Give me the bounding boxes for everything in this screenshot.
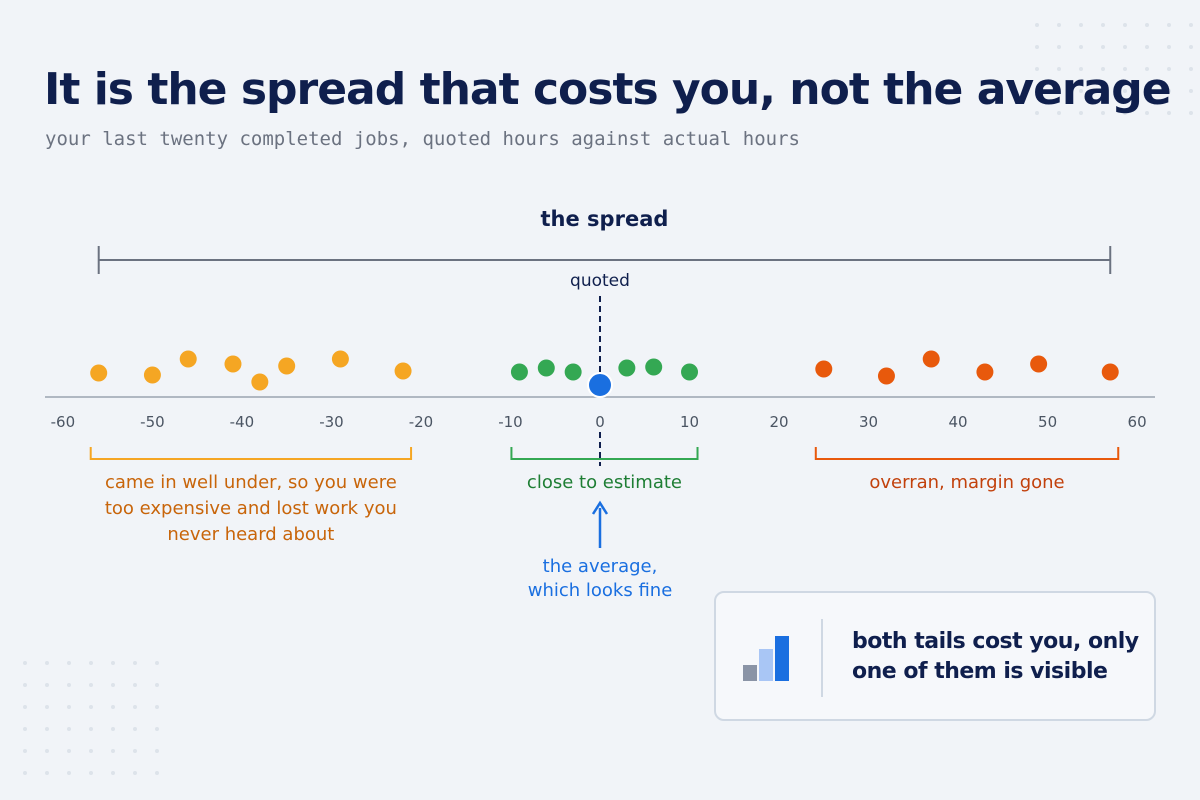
x-tick-label: -60 xyxy=(51,413,76,431)
x-tick-label: 0 xyxy=(595,413,605,431)
callout-text: both tails cost you, only one of them is… xyxy=(852,629,1139,684)
data-point xyxy=(877,367,895,385)
data-point xyxy=(510,363,528,381)
data-point xyxy=(179,350,197,368)
x-tick-label: -50 xyxy=(140,413,165,431)
data-point xyxy=(1101,363,1119,381)
x-tick-label: 50 xyxy=(1038,413,1057,431)
arrow-head xyxy=(591,500,609,515)
x-tick-label: -20 xyxy=(409,413,434,431)
data-point xyxy=(537,359,555,377)
group-label: close to estimate xyxy=(526,472,683,493)
data-point xyxy=(143,366,161,384)
data-point xyxy=(278,357,296,375)
x-tick-label: 30 xyxy=(859,413,878,431)
x-tick-label: -30 xyxy=(319,413,344,431)
x-tick-label: 10 xyxy=(680,413,699,431)
data-point xyxy=(976,363,994,381)
average-point xyxy=(587,372,613,398)
x-tick-label: -10 xyxy=(498,413,523,431)
data-point xyxy=(618,359,636,377)
data-point xyxy=(815,360,833,378)
x-tick-label: 20 xyxy=(769,413,788,431)
data-point xyxy=(331,350,349,368)
x-tick-label: 60 xyxy=(1128,413,1147,431)
spread-label: the spread xyxy=(541,207,669,231)
dot-grid xyxy=(10,652,160,792)
average-label: the average, which looks fine xyxy=(527,556,673,601)
x-tick-label: 40 xyxy=(949,413,968,431)
group-bracket xyxy=(510,447,699,460)
group-label: overran, margin gone xyxy=(869,472,1065,493)
group-bracket xyxy=(89,447,413,460)
callout-icon xyxy=(743,619,823,697)
data-point xyxy=(90,364,108,382)
group-bracket xyxy=(814,447,1120,460)
data-point xyxy=(224,355,242,373)
title: It is the spread that costs you, not the… xyxy=(44,64,1172,115)
subtitle: your last twenty completed jobs, quoted … xyxy=(45,128,800,150)
group-label: came in well under, so you were too expe… xyxy=(104,472,397,545)
dot-grid xyxy=(1030,8,1200,128)
data-point xyxy=(681,363,699,381)
data-point xyxy=(1030,355,1048,373)
reference-label: quoted xyxy=(570,271,630,291)
plot: -60 -50 -40 -30 -20 -10 0 10 20 30 40 50 60 the sprea… xyxy=(45,207,1155,548)
data-point xyxy=(251,373,269,391)
data-point xyxy=(564,363,582,381)
x-tick-label: -40 xyxy=(230,413,255,431)
data-point xyxy=(394,362,412,380)
callout: both tails cost you, only one of them is… xyxy=(714,591,1156,721)
data-point xyxy=(922,350,940,368)
data-point xyxy=(645,358,663,376)
